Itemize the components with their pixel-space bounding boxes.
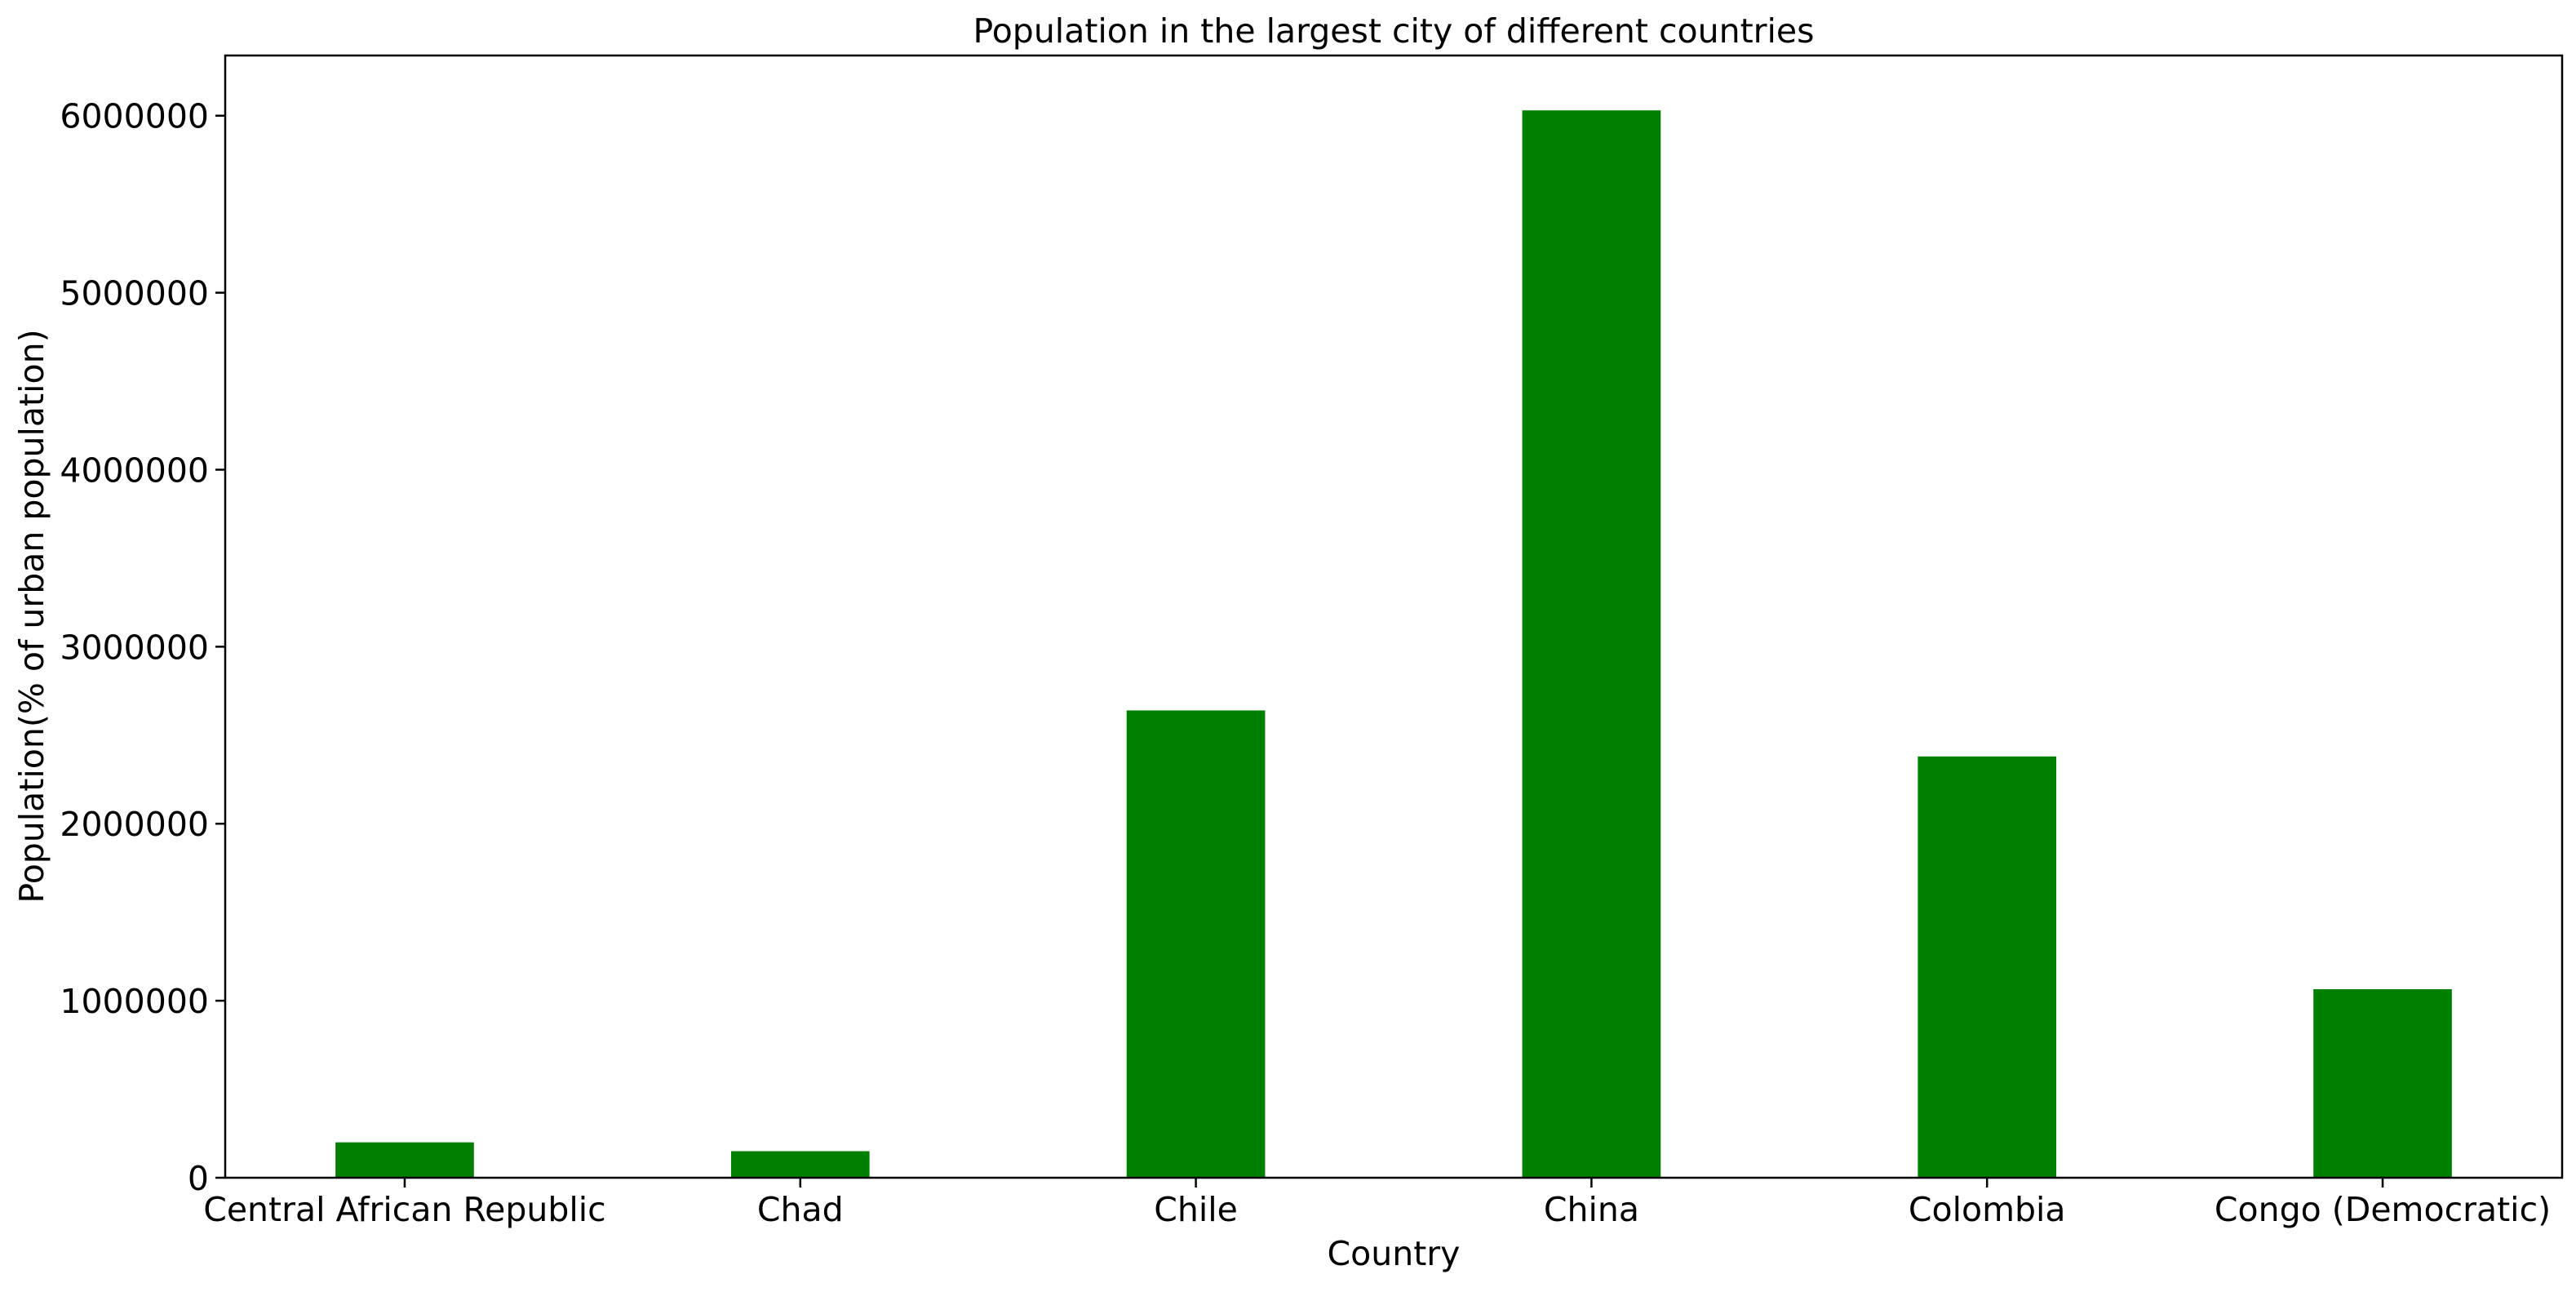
x-tick-label: Chile	[1154, 1190, 1238, 1229]
y-tick-label: 3000000	[60, 628, 209, 667]
y-tick-label: 5000000	[60, 274, 209, 313]
x-tick-label: Central African Republic	[203, 1190, 606, 1229]
chart-title: Population in the largest city of differ…	[973, 11, 1814, 51]
y-tick-label: 6000000	[60, 97, 209, 136]
x-tick-label: Colombia	[1909, 1190, 2066, 1229]
x-axis: Central African Republic Chad Chile China Co…	[203, 1178, 2551, 1229]
x-tick-label: Chad	[757, 1190, 844, 1229]
y-tick-label: 1000000	[60, 982, 209, 1021]
bar-chad	[730, 1151, 870, 1178]
x-tick-label: China	[1544, 1190, 1639, 1229]
x-axis-label: Country	[1328, 1234, 1461, 1273]
bar-central-african-republic	[335, 1142, 474, 1178]
bar-colombia	[1918, 756, 2057, 1178]
y-tick-label: 0	[188, 1159, 209, 1198]
y-axis: 0 1000000 2000000 3000000 4000000 5000000 6000…	[60, 97, 225, 1198]
bar-china	[1522, 110, 1661, 1179]
bars-layer	[335, 110, 2452, 1179]
plot-frame	[224, 54, 2564, 1179]
x-tick-label: Congo (Democratic)	[2215, 1190, 2551, 1229]
y-tick-label: 2000000	[60, 805, 209, 844]
y-axis-label: Population(% of urban population)	[12, 329, 51, 903]
y-tick-label: 4000000	[60, 451, 209, 490]
bar-congo-democratic	[2313, 989, 2452, 1178]
bar-chile	[1126, 710, 1266, 1178]
